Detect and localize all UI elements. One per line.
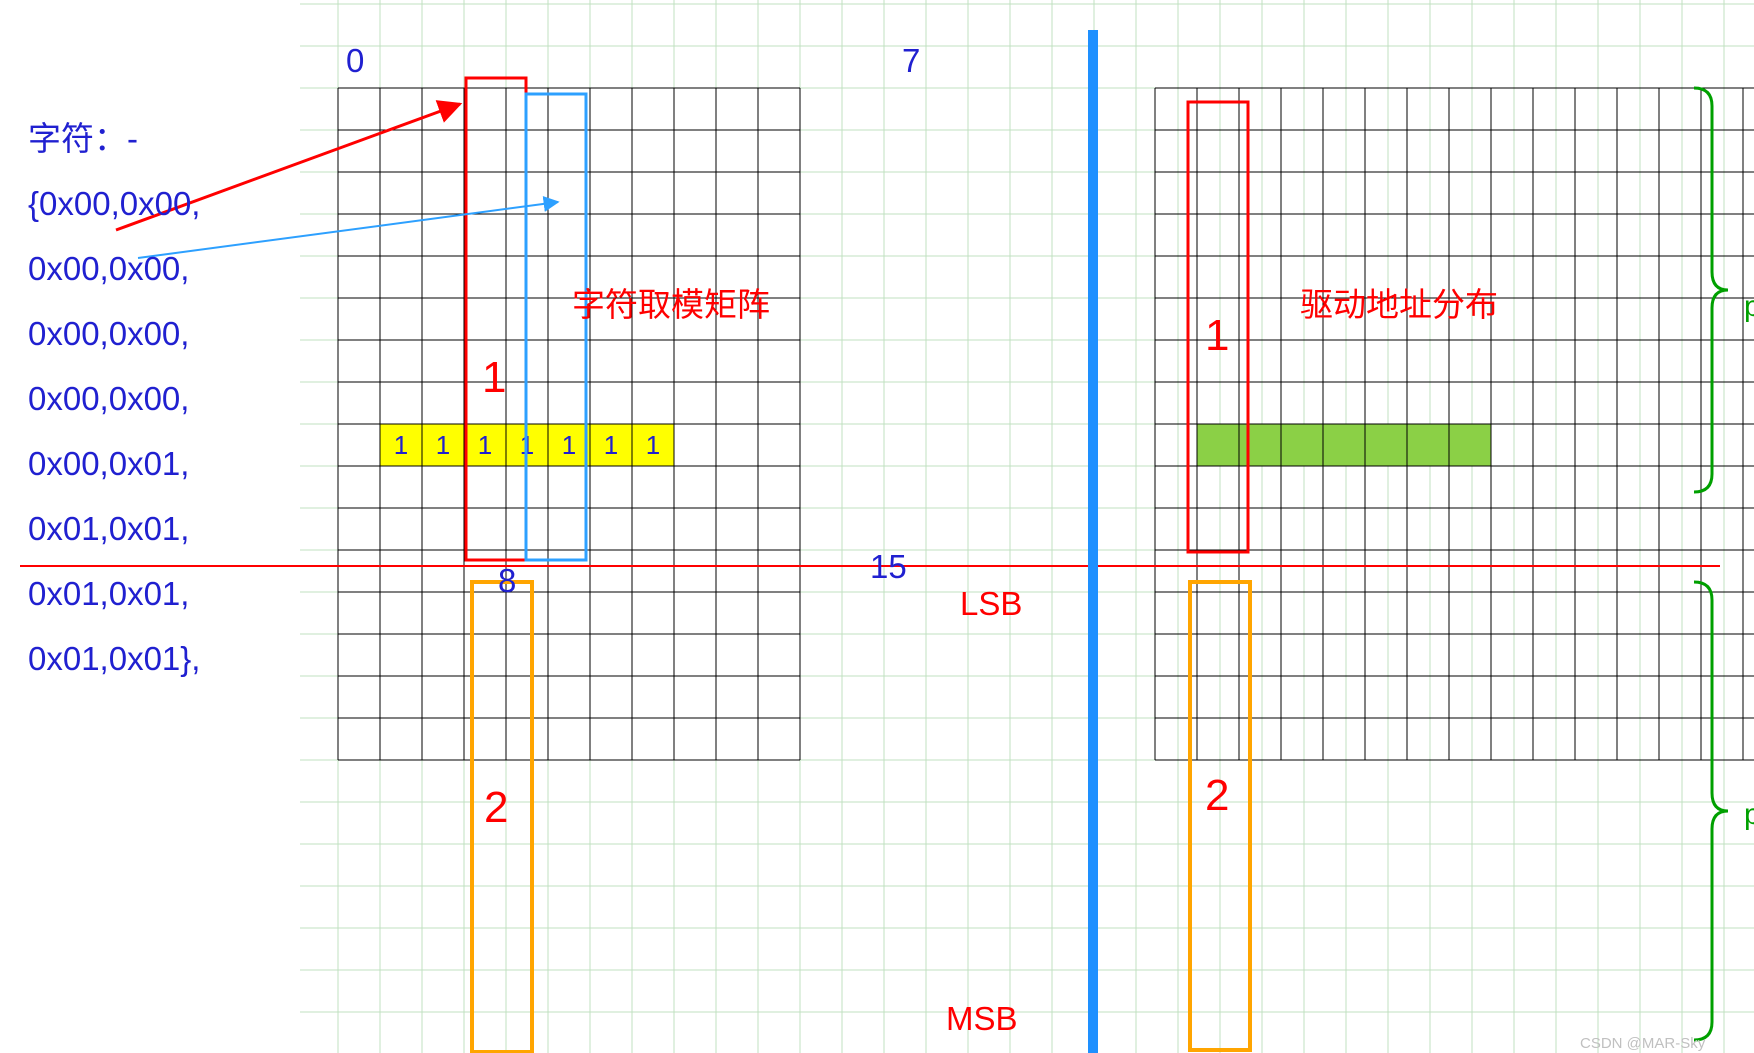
hex-line: 0x01,0x01,: [28, 510, 189, 547]
svg-text:1: 1: [478, 430, 492, 460]
hex-line: 0x01,0x01},: [28, 640, 200, 677]
svg-text:2: 2: [1205, 771, 1229, 820]
svg-text:1: 1: [562, 430, 576, 460]
brace: [1694, 88, 1728, 492]
brace: [1694, 582, 1728, 1040]
page1-label: page1: [1744, 798, 1754, 831]
svg-text:2: 2: [484, 783, 508, 832]
green-cell: [1239, 424, 1281, 466]
hex-line: {0x00,0x00,: [28, 185, 200, 222]
hex-line: 0x00,0x00,: [28, 250, 189, 287]
svg-text:1: 1: [394, 430, 408, 460]
green-cell: [1407, 424, 1449, 466]
arrow-blue: [138, 202, 558, 258]
svg-text:8: 8: [498, 562, 516, 599]
svg-text:1: 1: [646, 430, 660, 460]
blueLeft: [526, 94, 586, 560]
hex-line: 0x00,0x00,: [28, 380, 189, 417]
hex-line: 0x00,0x01,: [28, 445, 189, 482]
svg-text:1: 1: [604, 430, 618, 460]
svg-text:7: 7: [902, 42, 920, 79]
leftTitle-label: 字符取模矩阵: [572, 286, 770, 323]
svg-text:0: 0: [346, 42, 364, 79]
watermark: CSDN @MAR-Sky: [1580, 1035, 1706, 1052]
hex-line: 0x00,0x00,: [28, 315, 189, 352]
rightTitle-label: 驱动地址分布: [1300, 286, 1498, 323]
svg-text:1: 1: [1205, 311, 1229, 360]
page0-label: page0: [1744, 290, 1754, 323]
msb-label: MSB: [946, 1000, 1018, 1037]
lsb-label: LSB: [960, 585, 1022, 622]
svg-text:1: 1: [482, 353, 506, 402]
green-cell: [1365, 424, 1407, 466]
green-cell: [1197, 424, 1239, 466]
diagram-canvas: 1111111112207815字符取模矩阵驱动地址分布LSBMSBpage0p…: [0, 0, 1754, 1053]
redLeft1: [466, 78, 526, 560]
char-header: 字符：-: [28, 120, 138, 157]
svg-text:15: 15: [870, 548, 907, 585]
green-cell: [1281, 424, 1323, 466]
hex-line: 0x01,0x01,: [28, 575, 189, 612]
green-cell: [1449, 424, 1491, 466]
green-cell: [1323, 424, 1365, 466]
svg-text:1: 1: [436, 430, 450, 460]
